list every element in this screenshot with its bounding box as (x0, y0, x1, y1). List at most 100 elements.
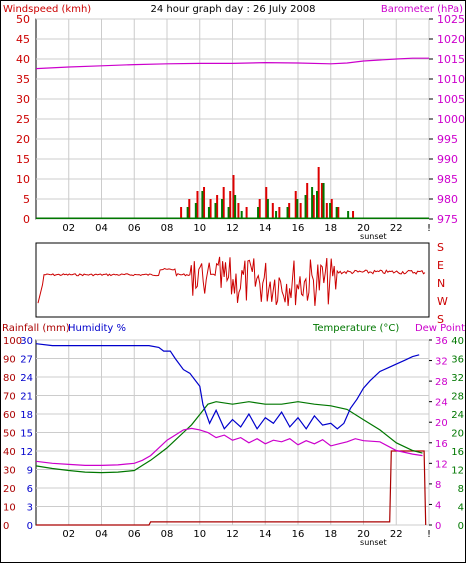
dewpoint-tick-label: 8 (458, 484, 464, 495)
dewpoint-tick-label: 24 (451, 410, 464, 421)
sunset-label: sunset (360, 538, 387, 547)
wind-gust-bar (196, 191, 199, 219)
sunset-label: sunset (360, 232, 387, 241)
wind-gust-bar (306, 183, 309, 219)
wind-average-bar (322, 183, 325, 219)
wind-gust-bar (203, 187, 206, 219)
barometer-tick-label: 1005 (437, 93, 465, 106)
x-tick-label: 12 (226, 529, 239, 540)
humidity-axis: 0 10 20 30 40 50 60 70 80 90 100 (3, 336, 22, 532)
x-tick-label: 02 (62, 529, 75, 540)
windspeed-tick-label: 15 (16, 153, 30, 166)
temperature-tick-label: 24 (435, 398, 448, 409)
humidity-tick-label: 20 (3, 484, 16, 495)
wind-baro-x-axis: 02 04 06 08 10 12 14 16 18 20 22 ! sunset (62, 223, 431, 241)
wind-gust-bar (209, 199, 212, 219)
x-tick-label: 06 (128, 529, 141, 540)
windspeed-tick-label: 25 (16, 113, 30, 126)
wind-gust-bar (188, 199, 191, 219)
direction-label: S (437, 313, 444, 326)
temperature-tick-label: 28 (435, 377, 448, 388)
rainfall-tick-label: 27 (20, 355, 33, 366)
x-tick-label: 14 (259, 223, 272, 234)
wind-average-bar (347, 211, 350, 219)
barometer-tick-label: 995 (437, 133, 458, 146)
temperature-tick-label: 20 (435, 418, 448, 429)
humidity-tick-label: 80 (3, 373, 16, 384)
barometer-tick-label: 1025 (437, 13, 465, 26)
windspeed-axis-label: Windspeed (kmh) (3, 4, 91, 15)
wind-gust-bar (222, 187, 225, 219)
rainfall-line (36, 450, 427, 526)
rainfall-tick-label: 24 (20, 373, 33, 384)
wind-gust-bar (330, 199, 333, 219)
wind-average-bar (214, 203, 217, 219)
wind-average-bar (227, 207, 230, 219)
rainfall-tick-label: 15 (20, 429, 33, 440)
windspeed-tick-label: 0 (23, 213, 30, 226)
x-tick-label: 12 (226, 223, 239, 234)
wind-gust-bar (258, 199, 261, 219)
climate-x-axis: 02 04 06 08 10 12 14 16 18 20 22 ! sunset (62, 529, 431, 547)
barometer-tick-label: 980 (437, 193, 458, 206)
dewpoint-tick-label: 4 (458, 503, 464, 514)
humidity-tick-label: 60 (3, 410, 16, 421)
wind-gust-bar (229, 191, 232, 219)
windspeed-tick-label: 20 (16, 133, 30, 146)
barometer-tick-label: 975 (437, 213, 458, 226)
x-tick-label: 06 (128, 223, 141, 234)
dewpoint-tick-label: 0 (458, 521, 464, 532)
x-tick-label: 04 (95, 223, 108, 234)
humidity-line (35, 343, 420, 430)
temperature-tick-label: 0 (435, 521, 441, 532)
direction-label: N (437, 277, 445, 290)
wind-gust-bar (288, 203, 291, 219)
wind-average-bar (257, 207, 260, 219)
dewpoint-axis-label: Dew Point (415, 323, 465, 334)
windspeed-tick-label: 35 (16, 73, 30, 86)
wind-average-bar (234, 195, 237, 219)
dewpoint-tick-label: 36 (451, 355, 464, 366)
direction-label: E (437, 259, 444, 272)
barometer-tick-label: 1015 (437, 53, 465, 66)
wind-average-bar (194, 203, 197, 219)
x-tick-label: 16 (292, 529, 305, 540)
temperature-tick-label: 4 (435, 500, 441, 511)
x-tick-label: 22 (390, 223, 403, 234)
dewpoint-tick-label: 12 (451, 466, 464, 477)
rainfall-axis: 0 3 6 9 12 15 18 21 24 27 30 (20, 336, 33, 532)
humidity-tick-label: 10 (3, 503, 16, 514)
windspeed-bars (180, 167, 355, 219)
x-tick-label: 08 (161, 529, 174, 540)
wind-gust-bar (317, 167, 320, 219)
humidity-tick-label: 100 (3, 336, 22, 347)
windspeed-tick-label: 5 (23, 193, 30, 206)
dewpoint-tick-label: 32 (451, 373, 464, 384)
barometer-tick-label: 990 (437, 153, 458, 166)
wind-average-bar (201, 191, 204, 219)
rainfall-tick-label: 0 (27, 521, 33, 532)
wind-gust-bar (245, 207, 248, 219)
wind-gust-bar (294, 191, 297, 219)
wind-gust-bar (352, 211, 355, 219)
wind-average-bar (311, 187, 314, 219)
rainfall-tick-label: 9 (27, 466, 33, 477)
humidity-tick-label: 90 (3, 355, 16, 366)
wind-average-bar (186, 207, 189, 219)
climate-grid (36, 339, 430, 526)
temperature-tick-label: 36 (435, 336, 448, 347)
temperature-tick-label: 32 (435, 357, 448, 368)
wind-gust-bar (320, 183, 323, 219)
wind-average-bar (275, 211, 278, 219)
x-tick-label: 10 (193, 529, 206, 540)
direction-label: W (437, 295, 448, 308)
x-tick-label: 10 (193, 223, 206, 234)
wind-average-bar (296, 199, 299, 219)
windspeed-tick-label: 10 (16, 173, 30, 186)
wind-gust-bar (237, 203, 240, 219)
wind-average-bar (266, 199, 269, 219)
wind-gust-bar (312, 195, 315, 219)
barometer-tick-label: 1010 (437, 73, 465, 86)
temperature-tick-label: 12 (435, 459, 448, 470)
